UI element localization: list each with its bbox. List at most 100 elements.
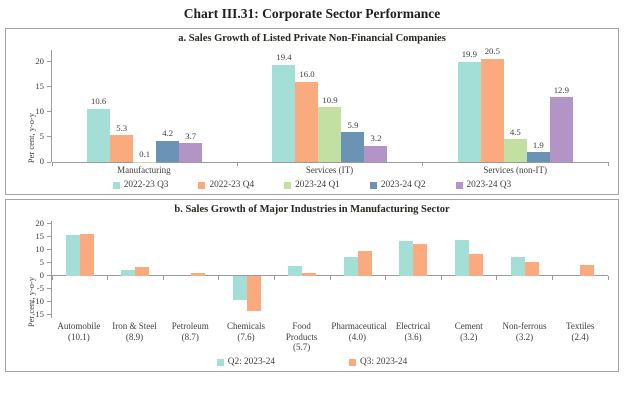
y-axis: -15 -10 -5 0 5 10 15 20: [24, 218, 51, 319]
bar: [318, 107, 342, 162]
panel-a-title: a. Sales Growth of Listed Private Non-Fi…: [178, 33, 446, 44]
x-tick-mark: [607, 275, 609, 280]
y-tick-label: 5: [39, 257, 44, 268]
category-label: Chemicals (7.6): [226, 321, 265, 342]
legend-swatch: [216, 358, 224, 366]
category-label: Iron & Steel (8.9): [112, 321, 157, 342]
panel-b-categories: Automobile (10.1) Iron & Steel (8.9) Petrole…: [51, 318, 608, 352]
bar-value-label: 10.9: [322, 94, 338, 105]
x-tick-mark: [440, 275, 442, 280]
bar-group: [52, 221, 108, 318]
bar: [510, 256, 525, 276]
bar: [413, 244, 428, 276]
bar-value-label: 3.7: [185, 130, 197, 141]
y-tick-mark: [47, 275, 51, 277]
bar: [341, 132, 365, 162]
y-tick-label: 10: [35, 244, 44, 255]
bar: [549, 97, 573, 162]
y-tick-label: -5: [36, 282, 44, 293]
bar-value-label: 12.9: [553, 84, 569, 95]
legend-label: 2023-24 Q1: [295, 180, 340, 191]
bar-group: [274, 221, 330, 318]
bar-group: [552, 221, 608, 318]
bar: [87, 108, 111, 162]
bar: [190, 272, 205, 276]
y-tick-label: -15: [32, 308, 44, 319]
legend-swatch: [198, 181, 206, 189]
bar: [246, 275, 261, 311]
legend-item: 2022-23 Q3: [112, 180, 169, 191]
y-tick-label: 5: [39, 131, 44, 142]
bar-value-label: 4.5: [509, 126, 521, 137]
legend-item: 2023-24 Q1: [284, 180, 340, 190]
bar: [110, 135, 134, 162]
x-axis-line: [52, 161, 608, 163]
bar-value-label: 19.9: [461, 49, 477, 60]
category-label: Pharmaceutical (4.0): [331, 321, 387, 342]
y-tick-mark: [47, 249, 51, 251]
bar: [524, 261, 539, 276]
x-tick-mark: [496, 275, 498, 280]
y-tick-mark: [47, 236, 51, 238]
bar: [526, 152, 550, 162]
legend-label: 2022-23 Q4: [209, 180, 255, 191]
panel-a-categories: Manufacturing Services (IT) Services (non-…: [51, 162, 608, 175]
y-tick-label: -10: [32, 295, 44, 306]
bar-value-label: 5.3: [116, 122, 128, 133]
plot-area: [51, 221, 609, 319]
x-tick-mark: [162, 275, 164, 280]
x-tick-mark: [236, 162, 238, 166]
x-tick-mark: [551, 275, 553, 280]
plot-area: 10.6 5.3 0.1 4.2 3.7 19.4 16.0 10.9 5.9 3.2 19.9 20…: [51, 47, 609, 166]
category-label: Automobile (10.1): [57, 321, 101, 342]
y-axis: 0 5 10 15 20: [24, 50, 51, 166]
bar: [580, 265, 595, 276]
bar: [454, 239, 469, 276]
x-tick-mark: [218, 275, 220, 280]
y-tick-label: 20: [35, 218, 44, 229]
bar: [272, 64, 296, 162]
bar-value-label: 16.0: [299, 68, 315, 79]
bar: [295, 81, 319, 162]
bar-group: 19.9 20.5 4.5 1.9 12.9: [423, 47, 608, 162]
y-tick-mark: [47, 262, 51, 264]
x-tick-mark: [329, 275, 331, 280]
bar: [357, 251, 372, 276]
legend-label: 2022-23 Q3: [123, 180, 169, 191]
y-tick-label: 15: [35, 80, 44, 91]
panel-b-title: b. Sales Growth of Major Industries in M…: [174, 204, 450, 216]
legend-label: 2023-24 Q3: [466, 180, 512, 191]
y-tick-mark: [47, 223, 51, 225]
category-label: Petroleum (8.7): [171, 321, 209, 342]
bar-value-label: 4.2: [162, 128, 174, 139]
y-tick-mark: [47, 161, 51, 163]
x-tick-mark: [107, 275, 109, 280]
bar: [480, 59, 504, 162]
legend-label: Q2: 2023-24: [227, 357, 275, 368]
y-tick-label: 0: [39, 269, 44, 280]
bar: [288, 266, 303, 276]
legend-item: Q2: 2023-24: [216, 357, 275, 368]
bar: [65, 234, 80, 276]
panel-a: a. Sales Growth of Listed Private Non-Fi…: [5, 28, 619, 196]
x-tick-mark: [51, 162, 53, 166]
panel-a-legend: 2022-23 Q3 2022-23 Q4 2023-24 Q1 2023-24 Q2…: [6, 177, 618, 194]
bar-group: 19.4 16.0 10.9 5.9 3.2: [237, 50, 422, 162]
bar-group: 10.6 5.3 0.1 4.2 3.7: [52, 50, 237, 162]
bar: [343, 257, 358, 276]
bar-value-label: 5.9: [347, 119, 359, 130]
bar: [79, 234, 94, 276]
legend-swatch: [369, 181, 377, 189]
bar-value-label: 0.1: [139, 148, 151, 159]
panel-a-chart: Per cent, y-o-y 0 5 10 15 20 10.6 5.3 0.1 4.2 3.…: [6, 46, 618, 177]
bar-value-label: 1.9: [532, 139, 544, 150]
bar-group: [163, 221, 219, 318]
legend-swatch: [455, 181, 463, 189]
bar-value-label: 10.6: [91, 96, 107, 107]
y-tick-mark: [47, 301, 51, 303]
bar: [156, 140, 180, 162]
category-label: Services (non-IT): [483, 165, 548, 175]
x-tick-mark: [385, 275, 387, 280]
bar: [232, 275, 247, 301]
bar: [302, 273, 317, 276]
